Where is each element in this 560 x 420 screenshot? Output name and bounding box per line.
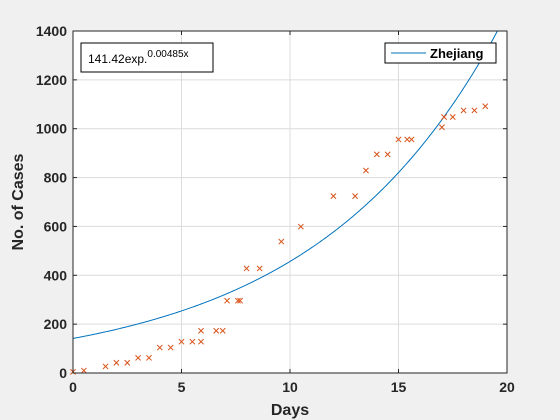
data-point bbox=[198, 327, 204, 334]
x-tick-label: 15 bbox=[391, 379, 407, 395]
annotation-base: 141.42exp. bbox=[88, 52, 147, 66]
data-point bbox=[219, 327, 226, 334]
data-point bbox=[198, 338, 204, 345]
svg-text:141.42exp.0.00485x: 141.42exp.0.00485x bbox=[88, 49, 189, 66]
data-point bbox=[362, 167, 369, 174]
data-point bbox=[449, 114, 456, 120]
y-axis-title: No. of Cases bbox=[10, 153, 27, 250]
y-tick-label: 1200 bbox=[36, 72, 67, 88]
data-point bbox=[113, 359, 120, 366]
fit-line-layer bbox=[72, 30, 498, 339]
y-tick-label: 800 bbox=[44, 170, 68, 186]
data-point bbox=[234, 297, 241, 304]
data-point bbox=[278, 238, 285, 245]
data-point bbox=[145, 354, 152, 361]
x-tick-label: 5 bbox=[178, 379, 186, 395]
data-point bbox=[352, 193, 359, 200]
data-point bbox=[189, 338, 196, 345]
data-point bbox=[80, 367, 87, 374]
fit-line-zhejiang bbox=[72, 30, 498, 339]
data-point bbox=[102, 363, 109, 370]
data-point bbox=[373, 151, 380, 158]
data-point bbox=[156, 344, 163, 351]
annotation-box bbox=[80, 42, 214, 73]
data-point bbox=[124, 359, 131, 366]
data-point bbox=[167, 344, 174, 351]
data-point bbox=[471, 107, 478, 114]
x-axis-title: Days bbox=[271, 402, 309, 419]
data-point bbox=[224, 297, 231, 304]
data-point bbox=[482, 103, 489, 110]
x-tick-label: 0 bbox=[69, 379, 77, 395]
data-point bbox=[384, 151, 391, 158]
data-point bbox=[237, 297, 244, 304]
x-tick-label: 10 bbox=[282, 379, 298, 395]
data-point bbox=[178, 338, 185, 345]
y-tick-label: 0 bbox=[59, 365, 67, 381]
legend: Zhejiang bbox=[384, 42, 497, 64]
legend-box bbox=[384, 42, 497, 64]
data-point bbox=[297, 223, 304, 230]
y-tick-label: 1400 bbox=[36, 23, 67, 39]
data-point bbox=[460, 107, 467, 114]
data-point bbox=[135, 354, 142, 361]
data-point bbox=[438, 124, 445, 131]
data-point bbox=[395, 136, 402, 143]
y-tick-label: 1000 bbox=[36, 121, 67, 137]
annotation-exponent: 0.00485x bbox=[147, 49, 188, 60]
fit-annotation: 141.42exp.0.00485x bbox=[80, 42, 214, 73]
data-marker-layer bbox=[70, 103, 489, 375]
data-point bbox=[243, 265, 250, 272]
y-tick-label: 600 bbox=[44, 218, 68, 234]
data-point bbox=[256, 265, 263, 272]
data-point bbox=[213, 327, 220, 334]
data-point bbox=[330, 193, 337, 200]
y-tick-label: 200 bbox=[44, 316, 68, 332]
y-tick-label: 400 bbox=[44, 267, 68, 283]
legend-label: Zhejiang bbox=[430, 46, 484, 61]
data-point bbox=[408, 136, 415, 143]
x-tick-label: 20 bbox=[499, 379, 515, 395]
data-point bbox=[404, 136, 411, 143]
data-point bbox=[441, 114, 448, 120]
